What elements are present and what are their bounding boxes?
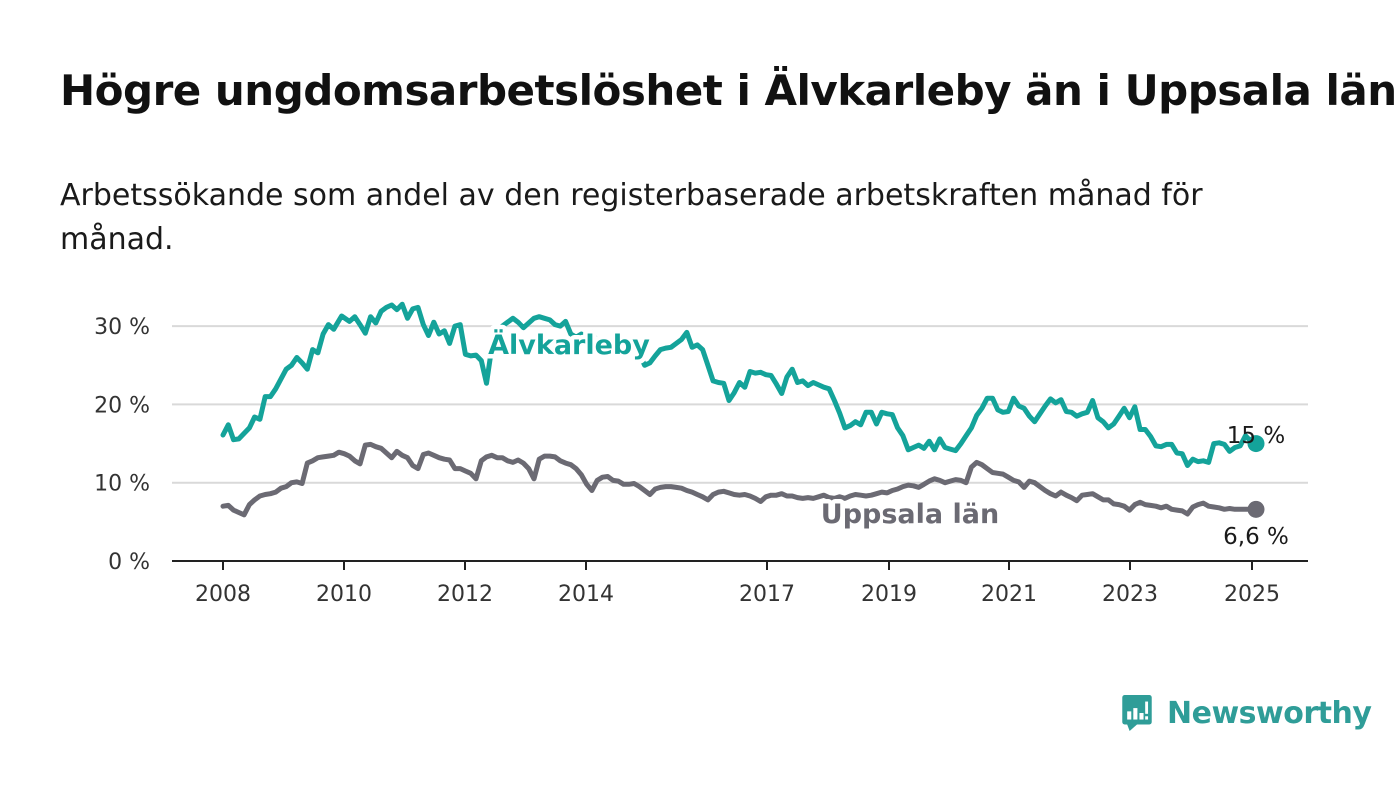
end-point-marker [1247,500,1265,518]
x-tick-label: 2017 [739,582,795,607]
series-label-uppsala-lan-halo: Uppsala län [821,499,999,530]
x-tick-label: 2012 [437,582,493,607]
x-tick-label: 2008 [195,582,251,607]
y-tick-label: 10 % [94,472,150,497]
series-line-alvkarleby [220,301,1259,468]
end-point-marker [1247,435,1265,453]
bar-chart-speech-bubble-icon [1122,695,1152,731]
x-tick-label: 2025 [1224,582,1280,607]
newsworthy-logo: Newsworthy [1119,690,1372,736]
x-tick-label: 2010 [316,582,372,607]
y-tick-label: 0 % [108,550,150,575]
series-label-alvkarleby: Älvkarleby [488,329,650,361]
x-tick-label: 2023 [1102,582,1158,607]
end-value-label-uppsala-lan: 6,6 % [1223,524,1289,550]
chart-title: Högre ungdomsarbetslöshet i Älvkarleby ä… [60,66,1397,115]
end-value-label-alvkarleby: 15 % [1227,423,1285,449]
brand-name: Newsworthy [1167,695,1372,731]
series-label-alvkarleby-halo: Älvkarleby [488,329,650,361]
y-tick-label: 20 % [94,393,150,418]
x-tick-label: 2019 [861,582,917,607]
series-label-uppsala-lan: Uppsala län [821,499,999,530]
chart-subtitle: Arbetssökande som andel av den registerb… [60,178,1203,257]
series-line-uppsala-lan [220,441,1259,518]
y-tick-label: 30 % [94,315,150,340]
x-tick-label: 2014 [558,582,614,607]
x-tick-label: 2021 [981,582,1037,607]
